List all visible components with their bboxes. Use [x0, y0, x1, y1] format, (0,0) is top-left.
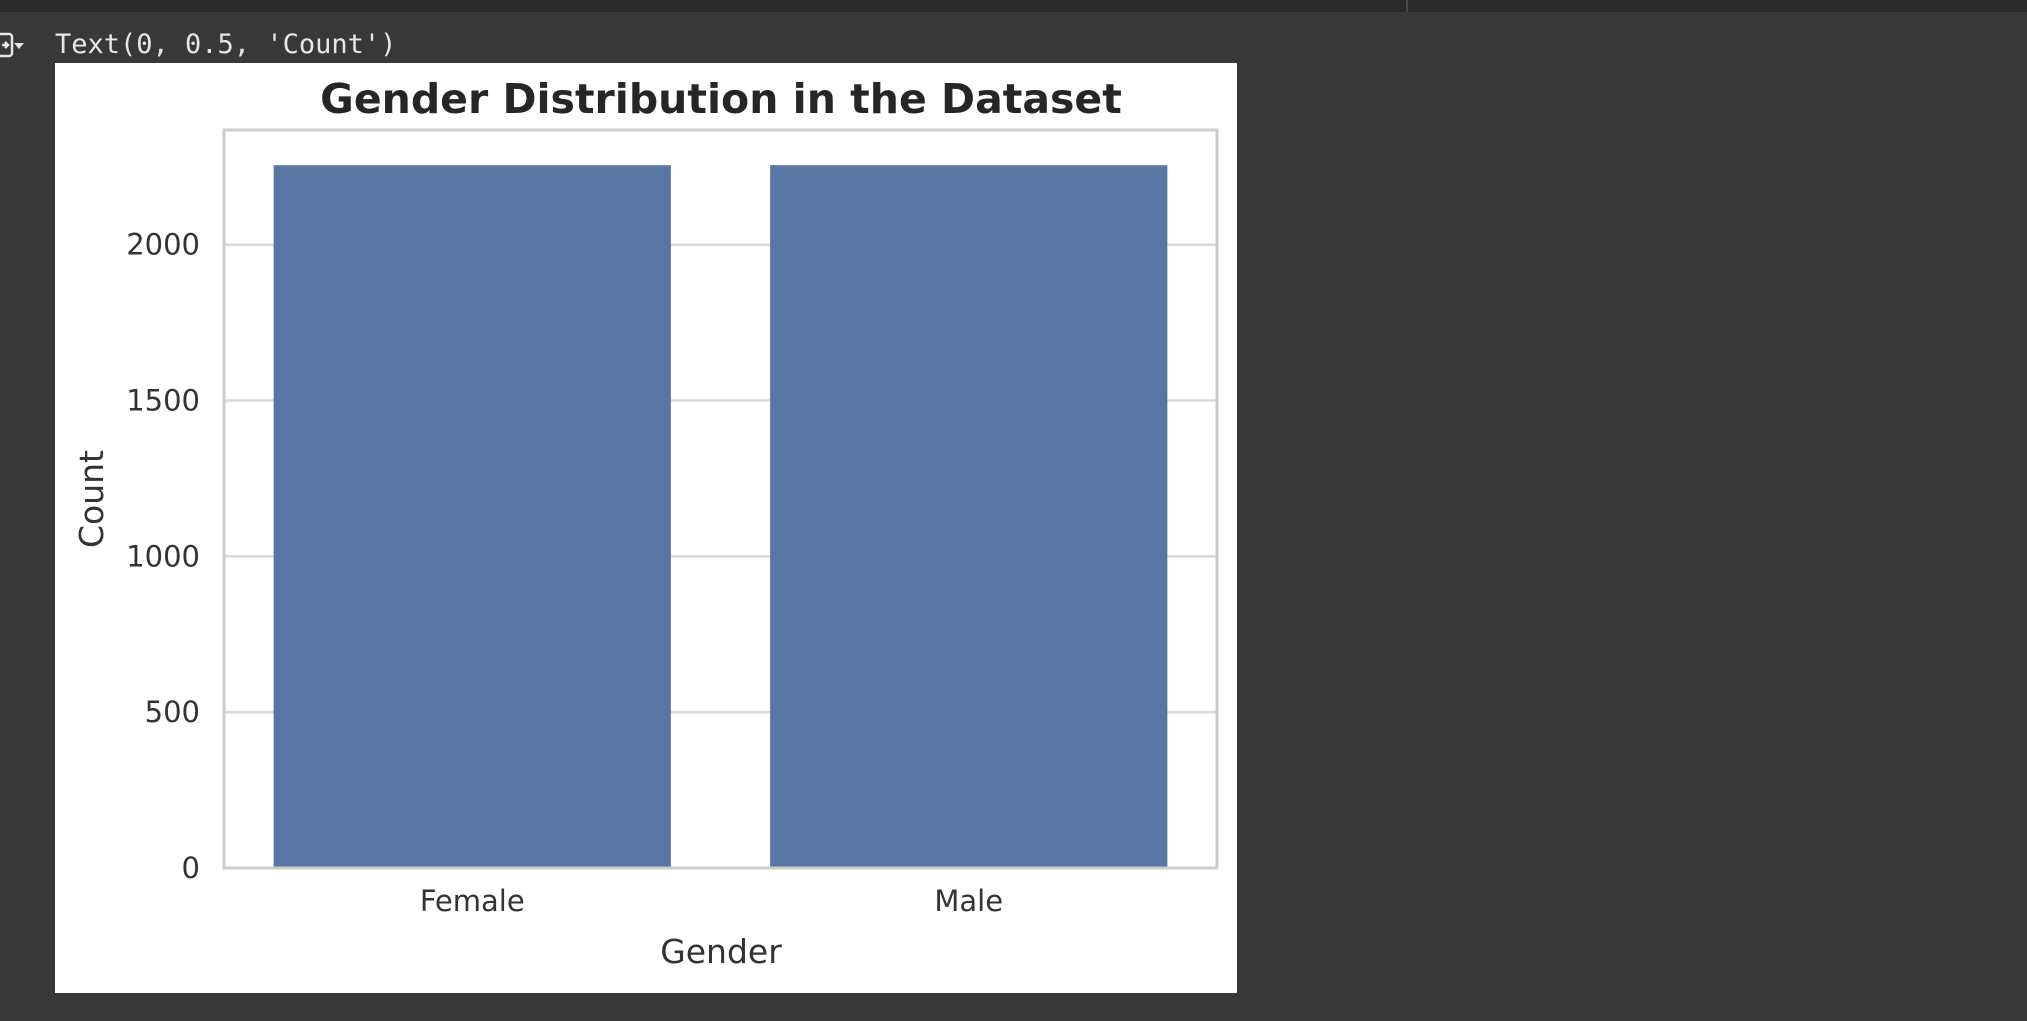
bar-male [770, 165, 1168, 869]
y-tick-label: 0 [182, 851, 200, 885]
y-tick-label: 1500 [126, 384, 200, 418]
x-axis-label: Gender [660, 932, 782, 971]
y-tick-label: 500 [145, 695, 200, 729]
bar-chart: Gender Distribution in the Dataset 0 500 1… [72, 75, 1219, 971]
plot-frame [222, 128, 1219, 870]
bar-female [273, 165, 671, 869]
chart-figure: Gender Distribution in the Dataset 0 500 1… [55, 63, 1237, 993]
cell-output-text: Text(0, 0.5, 'Count') [55, 29, 397, 60]
chart-title: Gender Distribution in the Dataset [320, 75, 1122, 123]
y-axis-label: Count [72, 450, 111, 548]
output-collapse-icon[interactable] [0, 30, 30, 62]
y-tick-label: 2000 [126, 228, 200, 262]
top-divider [1406, 0, 1408, 12]
top-toolbar-strip [0, 0, 2027, 12]
x-tick-label: Male [934, 884, 1003, 918]
y-tick-label: 1000 [126, 539, 200, 573]
x-tick-label: Female [420, 884, 525, 918]
